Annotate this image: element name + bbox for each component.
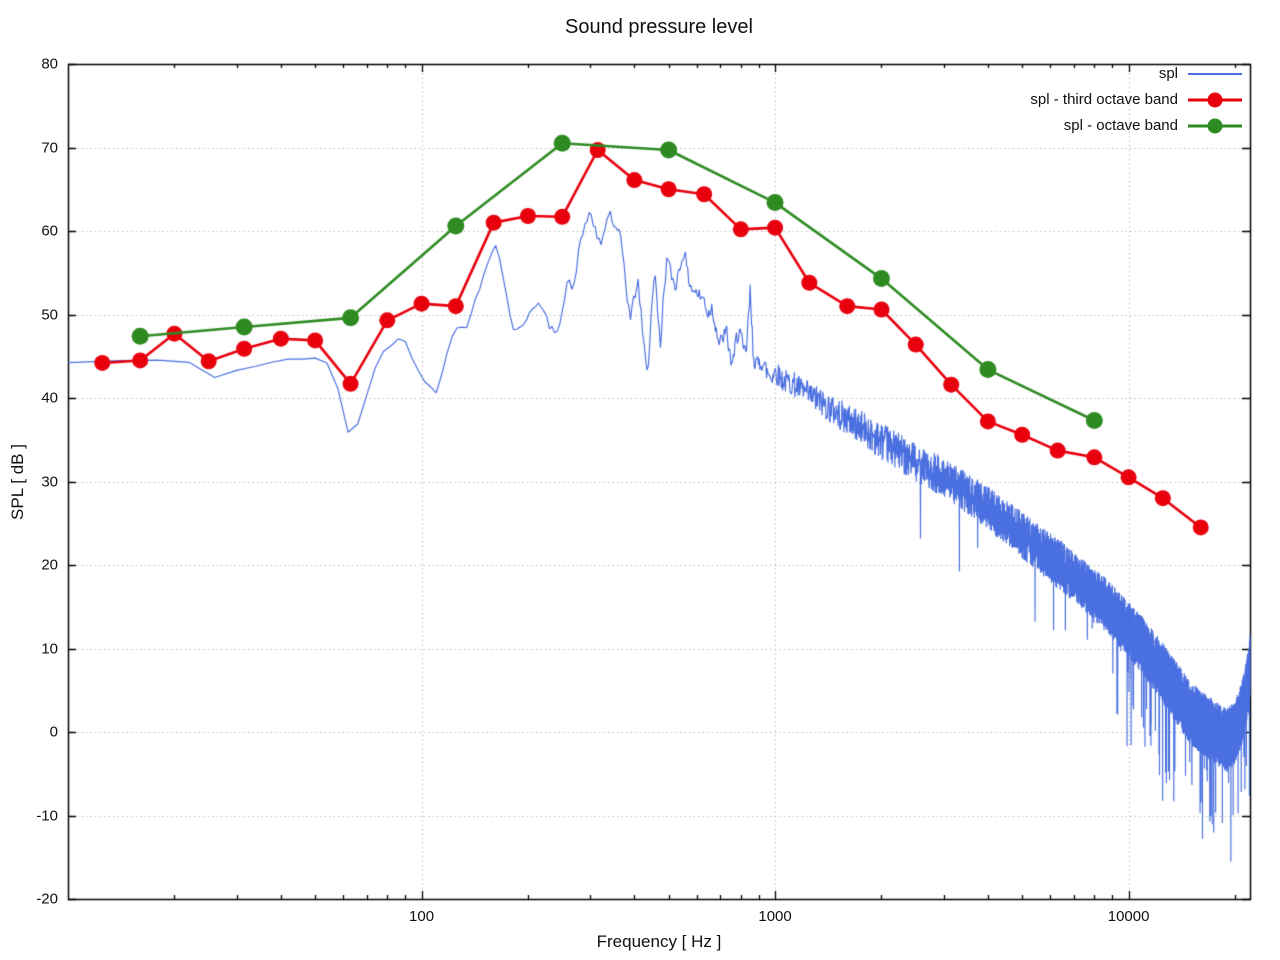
- y-tick-label: 0: [49, 723, 58, 741]
- x-tick-label: 1000: [758, 908, 792, 925]
- x-tick-label: 10000: [1107, 908, 1150, 925]
- legend-label: spl: [1158, 65, 1178, 82]
- legend-label: spl - octave band: [1063, 117, 1178, 134]
- y-tick-label: -20: [36, 890, 58, 908]
- legend-item: spl: [1159, 63, 1242, 84]
- y-tick-label: -10: [36, 807, 58, 824]
- y-tick-label: 60: [41, 222, 58, 240]
- x-tick-label: 100: [409, 908, 435, 925]
- y-tick-label: 70: [41, 139, 58, 156]
- legend-line-sample: [1188, 115, 1242, 136]
- legend-marker-dot: [1207, 118, 1223, 133]
- legend-label: spl - third octave band: [1030, 91, 1178, 108]
- legend-line-sample: [1188, 89, 1242, 110]
- legend-item: spl - octave band: [1064, 115, 1242, 136]
- y-tick-label: 20: [41, 556, 58, 574]
- y-tick-label: 30: [41, 473, 58, 490]
- y-tick-label: 40: [41, 389, 58, 407]
- legend-line-sample: [1188, 63, 1242, 84]
- chart-title: Sound pressure level: [565, 16, 753, 38]
- x-axis-label: Frequency [ Hz ]: [596, 932, 722, 951]
- legend-marker-dot: [1207, 92, 1223, 107]
- legend-item: spl - third octave band: [1030, 89, 1242, 110]
- legend: spl spl - third octave band spl - octave b…: [1030, 63, 1242, 136]
- y-axis-label: SPL [ dB ]: [8, 444, 27, 520]
- y-tick-label: 80: [41, 55, 58, 73]
- y-tick-label: 10: [41, 640, 58, 657]
- y-tick-label: 50: [41, 306, 58, 323]
